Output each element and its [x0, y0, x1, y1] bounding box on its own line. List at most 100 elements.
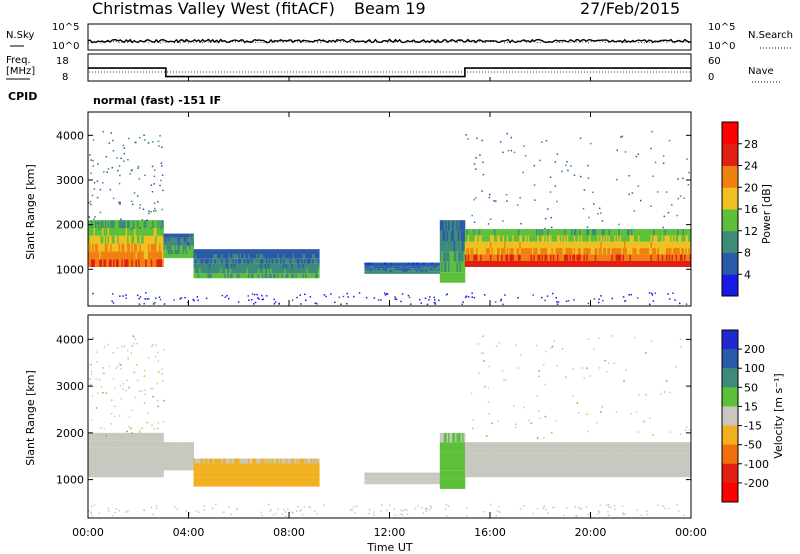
power-ground-scatter [187, 301, 189, 304]
velocity-band-5-cell [512, 453, 515, 460]
power-band-5-cell [612, 248, 615, 255]
y-tick-label: 3000 [56, 174, 84, 187]
velocity-band-5-cell [569, 465, 572, 472]
velocity-band-3-cell [425, 480, 428, 483]
velocity-band-5-cell [558, 465, 561, 472]
power-band-5-cell [571, 229, 573, 236]
power-band-2-cell [291, 249, 293, 254]
power-band-2-cell [309, 258, 312, 264]
power-band-0-cell [113, 251, 115, 260]
power-band-0-cell [152, 243, 154, 252]
power-band-0-cell [146, 228, 149, 236]
power-band-5-cell [638, 235, 640, 242]
velocity-band-5-cell [628, 465, 630, 472]
velocity-band-0-cell [92, 455, 94, 463]
power-band-5-cell [646, 229, 649, 236]
y-tick-label: 4000 [56, 129, 84, 142]
power-band-2-cell [193, 273, 196, 279]
power-band-0-cell [129, 228, 132, 236]
power-band-3-cell [364, 270, 367, 272]
power-band-2-cell [194, 273, 197, 279]
power-band-2-cell [278, 258, 281, 264]
power-band-2-cell [266, 273, 268, 279]
power-far-scatter [549, 176, 552, 178]
power-band-2-cell [288, 258, 291, 264]
power-band-2-cell [238, 254, 240, 259]
velocity-band-2-cell [232, 458, 235, 464]
power-ground-scatter [556, 303, 559, 305]
power-band-5-cell [519, 229, 522, 236]
power-band-2-cell [193, 268, 196, 274]
y-tick-label: 1000 [56, 263, 84, 276]
power-band-5-cell [671, 235, 674, 242]
power-band-0-cell [111, 220, 114, 228]
velocity-band-3-cell [409, 472, 411, 475]
velocity-band-0-cell [141, 447, 143, 456]
power-band-3-cell [406, 268, 409, 271]
velocity-band-5-cell [504, 471, 506, 478]
power-band-2-cell [227, 273, 229, 279]
velocity-band-2-cell [228, 467, 231, 473]
power-band-2-cell [239, 263, 242, 269]
velocity-band-5-cell [612, 465, 615, 472]
power-band-3-cell [372, 268, 375, 271]
velocity-band-2-cell [317, 458, 320, 464]
power-band-0-cell [135, 228, 138, 236]
power-band-2-cell [217, 263, 220, 269]
power-band-1-cell [178, 245, 181, 250]
power-band-2-cell [274, 263, 277, 269]
velocity-band-0-cell [149, 462, 152, 470]
power-band-5-cell [597, 235, 600, 242]
power-band-3-cell [388, 262, 390, 265]
power-band-2-cell [253, 268, 256, 274]
velocity-band-5-cell [608, 471, 611, 478]
power-far-scatter [544, 217, 547, 220]
velocity-band-5-cell [498, 442, 501, 448]
velocity-band-5-cell [533, 459, 536, 466]
power-band-0-cell [88, 243, 90, 252]
velocity-band-5-cell [501, 471, 503, 478]
velocity-band-2-cell [250, 477, 253, 482]
velocity-band-0-cell [127, 440, 129, 448]
velocity-band-2-cell [284, 477, 287, 482]
power-band-5-cell [632, 254, 635, 261]
velocity-band-5-cell [594, 448, 597, 454]
power-band-5-cell [547, 248, 549, 255]
velocity-band-0-cell [160, 447, 163, 456]
power-band-0-cell [127, 220, 129, 228]
velocity-band-0-cell [153, 447, 156, 456]
velocity-band-2-cell [248, 481, 250, 487]
power-band-2-cell [303, 273, 306, 279]
power-band-5-cell [584, 235, 587, 242]
velocity-band-0-cell [110, 462, 113, 470]
velocity-band-0-cell [90, 432, 93, 441]
power-band-5-cell [624, 235, 626, 242]
power-band-5-cell [633, 260, 636, 267]
power-band-5-cell [579, 235, 582, 242]
power-ground-scatter [648, 292, 651, 294]
velocity-band-5-cell [571, 471, 573, 478]
velocity-band-3-cell [392, 482, 395, 485]
power-band-0-cell [139, 220, 142, 228]
velocity-band-5-cell [596, 471, 598, 478]
power-band-5-cell [490, 241, 492, 248]
velocity-band-0-cell [142, 440, 145, 448]
velocity-band-2-cell [277, 477, 280, 482]
velocity-band-2-cell [200, 481, 203, 487]
power-band-3-cell [411, 270, 414, 272]
velocity-band-3-cell [399, 482, 402, 485]
power-band-0-cell [146, 220, 149, 228]
velocity-band-5-cell [575, 453, 577, 460]
power-ground-scatter [179, 298, 181, 300]
power-band-0-cell [138, 220, 141, 228]
power-band-3-cell [414, 270, 417, 272]
power-ground-scatter [305, 299, 307, 301]
velocity-band-2-cell [266, 458, 268, 464]
power-band-5-cell [658, 248, 661, 255]
velocity-band-1-cell [174, 446, 177, 452]
power-band-2-cell [217, 258, 220, 264]
velocity-band-5-cell [537, 471, 540, 478]
power-band-3-cell [385, 270, 388, 272]
velocity-band-3-cell [379, 480, 382, 483]
power-band-2-cell [256, 273, 259, 279]
